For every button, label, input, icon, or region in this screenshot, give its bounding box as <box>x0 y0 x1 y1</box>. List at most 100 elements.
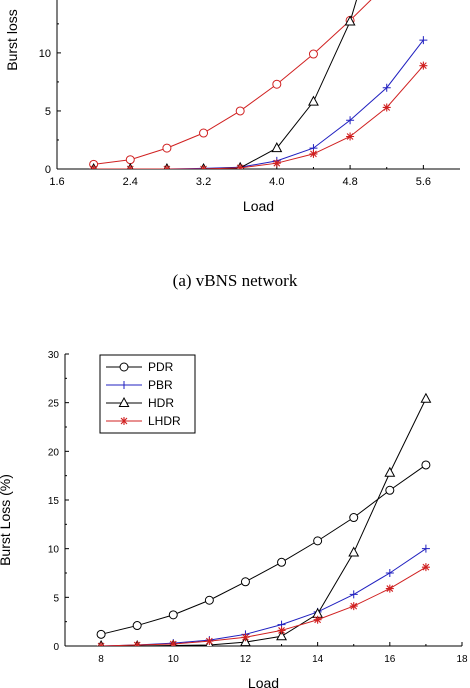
x-tick-label: 2.4 <box>123 176 138 188</box>
x-axis-label: Load <box>243 198 274 214</box>
data-point <box>169 640 178 646</box>
data-point <box>241 633 250 642</box>
data-point <box>384 466 396 477</box>
y-tick-label: 5 <box>53 593 59 604</box>
data-point <box>277 626 286 635</box>
data-point <box>125 155 135 165</box>
data-point <box>133 641 142 646</box>
data-point <box>162 165 171 169</box>
chart1-caption: (a) vBNS network <box>173 271 298 290</box>
data-point <box>272 159 281 168</box>
data-point <box>205 637 214 646</box>
data-point <box>385 584 394 593</box>
data-point <box>235 106 245 116</box>
data-point <box>199 165 208 169</box>
legend-marker <box>119 362 129 372</box>
x-tick-label: 10 <box>168 654 180 665</box>
series-plus <box>89 36 428 169</box>
series-line <box>101 548 427 646</box>
legend-marker <box>120 417 128 425</box>
legend-label: PDR <box>148 360 174 374</box>
plot-area <box>89 0 428 169</box>
y-tick-label: 15 <box>39 0 51 2</box>
legend: PDR PBR HDR LHDR <box>99 354 196 434</box>
data-point <box>271 142 283 153</box>
y-tick-label: 15 <box>48 496 60 507</box>
data-point <box>421 563 430 572</box>
data-point <box>308 95 319 106</box>
data-point <box>272 79 282 89</box>
x-tick-label: 12 <box>240 654 252 665</box>
legend-marker <box>120 381 128 389</box>
data-point <box>276 630 287 641</box>
series-pdr <box>96 460 431 639</box>
y-tick-label: 5 <box>45 106 51 118</box>
data-point <box>168 610 178 620</box>
x-tick-label: 3.2 <box>196 176 211 188</box>
data-point <box>89 165 98 169</box>
x-tick-label: 1.6 <box>49 176 64 188</box>
y-tick-label: 0 <box>45 164 51 176</box>
x-axis-label: Load <box>248 675 279 688</box>
series-triangle <box>90 0 358 169</box>
x-tick-label: 4.0 <box>269 176 284 188</box>
x-tick-label: 4.8 <box>342 176 357 188</box>
y-axis-label: Burst Loss (%) <box>0 474 13 566</box>
data-point <box>96 629 106 639</box>
y-tick-label: 25 <box>48 399 60 410</box>
data-point <box>421 544 430 553</box>
legend-label: PBR <box>148 378 173 392</box>
series-lhdr <box>97 563 430 646</box>
data-point <box>382 103 391 112</box>
data-point <box>349 513 359 523</box>
data-point <box>277 557 287 567</box>
y-tick-label: 30 <box>48 350 60 361</box>
series-line <box>101 398 427 646</box>
data-point <box>132 621 142 631</box>
data-point <box>346 116 355 125</box>
data-point <box>349 590 358 599</box>
data-point <box>240 636 251 646</box>
legend-label: HDR <box>148 396 174 410</box>
data-point <box>313 615 322 624</box>
data-point <box>240 577 250 587</box>
data-point <box>419 61 428 70</box>
data-point <box>313 536 323 546</box>
data-point <box>204 595 214 605</box>
x-tick-label: 14 <box>312 654 324 665</box>
legend-label: LHDR <box>148 414 181 428</box>
x-tick-label: 8 <box>98 654 104 665</box>
x-tick-label: 18 <box>456 654 468 665</box>
series-line <box>93 65 424 169</box>
data-point <box>421 460 431 470</box>
data-point <box>236 163 245 169</box>
data-point <box>126 165 135 169</box>
data-point <box>162 143 172 153</box>
data-point <box>420 392 432 403</box>
series-line <box>100 464 427 635</box>
data-point <box>419 36 428 45</box>
y-tick-label: 20 <box>48 447 60 458</box>
chart-burst-loss: 8 10 12 14 16 18 0 5 10 15 20 25 30 Load Burst Loss (%… <box>0 350 468 688</box>
data-point <box>349 602 358 611</box>
data-point <box>385 569 394 577</box>
y-tick-label: 0 <box>53 642 59 653</box>
legend-box <box>99 354 196 434</box>
y-axis-label: Burst loss <box>4 9 20 70</box>
series-line <box>93 39 424 169</box>
data-point <box>385 485 395 495</box>
data-point <box>308 49 318 59</box>
data-point <box>344 15 356 26</box>
series-line <box>93 0 372 165</box>
data-point <box>199 128 209 138</box>
data-point <box>309 149 318 158</box>
series-line <box>93 0 358 169</box>
plot-area <box>96 392 432 646</box>
legend-marker <box>118 396 130 407</box>
x-tick-label: 16 <box>384 654 396 665</box>
chart-vbns: 1.6 2.4 3.2 4.0 4.8 5.6 0 5 10 15 Load Burst loss <box>4 0 460 214</box>
series-line <box>101 566 427 646</box>
data-point <box>348 546 360 557</box>
data-point <box>382 83 391 92</box>
